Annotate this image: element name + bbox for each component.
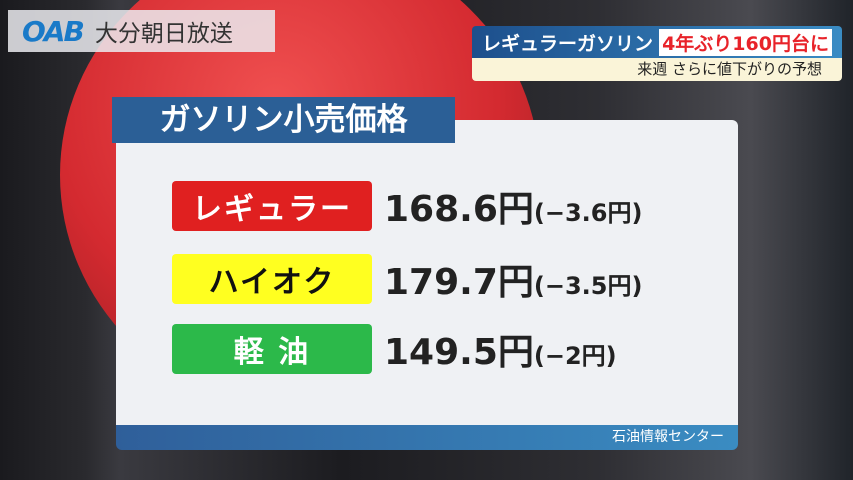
- panel-title: ガソリン小売価格: [112, 97, 455, 143]
- price-value: 149.5円(−2円): [384, 323, 617, 375]
- fuel-label: レギュラー: [172, 181, 372, 231]
- fuel-label: ハイオク: [172, 254, 372, 304]
- price-value: 179.7円(−3.5円): [384, 253, 642, 305]
- logo-mark: OAB: [22, 14, 85, 48]
- source-bar: 石油情報センター: [116, 425, 738, 450]
- fuel-label: 軽 油: [172, 324, 372, 374]
- headline: レギュラーガソリン 4年ぶり160円台に: [472, 26, 842, 58]
- price-row-diesel: 軽 油 149.5円(−2円): [172, 323, 617, 375]
- source-text: 石油情報センター: [612, 429, 724, 445]
- station-name: 大分朝日放送: [94, 21, 233, 47]
- price-row-premium: ハイオク 179.7円(−3.5円): [172, 253, 642, 305]
- price-row-regular: レギュラー 168.6円(−3.6円): [172, 180, 642, 232]
- price-change: (−2円): [533, 342, 617, 370]
- station-logo: OAB 大分朝日放送: [8, 10, 275, 52]
- price: 168.6円: [384, 189, 534, 230]
- price: 179.7円: [384, 262, 534, 303]
- price-value: 168.6円(−3.6円): [384, 180, 642, 232]
- headline-highlight: 4年ぶり160円台に: [659, 28, 832, 56]
- price-change: (−3.6円): [533, 199, 643, 227]
- headline-main: レギュラーガソリン: [482, 32, 654, 55]
- subheadline-text: 来週 さらに値下がりの予想: [637, 60, 822, 78]
- price: 149.5円: [384, 332, 534, 373]
- price-change: (−3.5円): [533, 272, 643, 300]
- subheadline: 来週 さらに値下がりの予想: [472, 58, 842, 81]
